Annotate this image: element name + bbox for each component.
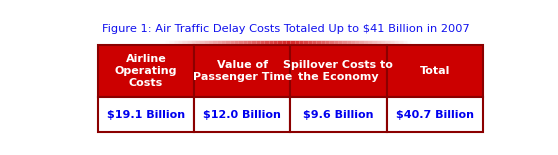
- Text: $19.1 Billion: $19.1 Billion: [107, 110, 185, 120]
- Text: Total: Total: [420, 66, 450, 76]
- Text: $9.6 Billion: $9.6 Billion: [303, 110, 374, 120]
- Text: Spillover Costs to
the Economy: Spillover Costs to the Economy: [283, 60, 393, 82]
- Bar: [290, 45, 387, 97]
- Bar: [387, 45, 483, 97]
- Bar: [98, 97, 194, 132]
- Bar: [194, 97, 290, 132]
- Bar: [194, 45, 290, 97]
- Bar: [98, 45, 194, 97]
- Text: Figure 1: Air Traffic Delay Costs Totaled Up to $41 Billion in 2007: Figure 1: Air Traffic Delay Costs Totale…: [102, 24, 470, 34]
- Text: $40.7 Billion: $40.7 Billion: [396, 110, 474, 120]
- Text: Value of
Passenger Time: Value of Passenger Time: [193, 60, 292, 82]
- Bar: [387, 97, 483, 132]
- Bar: [290, 97, 387, 132]
- Text: Airline
Operating
Costs: Airline Operating Costs: [115, 54, 177, 88]
- Text: $12.0 Billion: $12.0 Billion: [203, 110, 281, 120]
